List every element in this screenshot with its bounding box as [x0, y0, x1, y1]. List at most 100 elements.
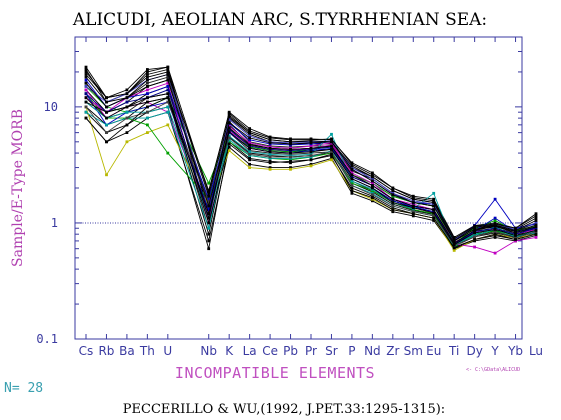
data-point — [84, 105, 88, 109]
data-point — [125, 131, 129, 134]
data-point — [411, 197, 415, 201]
data-point — [248, 129, 251, 133]
data-point — [207, 216, 211, 220]
data-point — [146, 131, 149, 134]
data-point — [105, 110, 108, 114]
data-point — [514, 226, 517, 230]
data-point — [432, 211, 436, 215]
data-point — [227, 136, 231, 140]
x-tick-label: Eu — [426, 344, 441, 358]
data-point — [350, 171, 354, 175]
data-point — [391, 194, 395, 198]
data-point — [452, 239, 456, 243]
data-point — [371, 184, 374, 187]
y-tick-label: 0.1 — [36, 332, 58, 346]
data-point — [166, 81, 170, 85]
data-point — [411, 206, 415, 210]
y-axis-label: Sample/E-Type MORB — [10, 109, 26, 267]
series-line — [85, 101, 537, 246]
data-point — [411, 196, 415, 200]
data-point — [371, 199, 374, 203]
data-point — [268, 159, 272, 163]
x-tick-label: Th — [139, 344, 155, 358]
series-line — [85, 106, 537, 249]
data-point — [84, 88, 88, 92]
data-point — [289, 138, 292, 142]
data-point — [391, 197, 395, 201]
data-point — [207, 201, 211, 204]
data-point — [411, 214, 415, 218]
x-tick-label: Dy — [466, 344, 482, 358]
data-point — [371, 181, 374, 185]
data-point — [268, 136, 272, 140]
data-point — [84, 73, 88, 76]
data-point — [84, 81, 88, 85]
data-point — [105, 140, 108, 144]
data-point — [350, 162, 354, 166]
x-tick-label: P — [348, 344, 355, 358]
data-point — [207, 189, 211, 192]
data-point — [330, 132, 333, 136]
data-point — [227, 115, 231, 119]
data-point — [146, 92, 149, 96]
data-point — [534, 223, 538, 227]
data-point — [534, 229, 538, 232]
data-point — [330, 144, 333, 148]
data-point — [391, 208, 395, 212]
x-tick-label: Yb — [507, 344, 523, 358]
data-point — [432, 219, 436, 222]
data-point — [493, 219, 497, 222]
data-point — [350, 167, 354, 171]
data-point — [207, 204, 211, 208]
data-point — [473, 231, 476, 235]
data-point — [248, 146, 251, 150]
data-point — [146, 123, 149, 127]
x-tick-label: Ba — [119, 344, 135, 358]
data-point — [309, 162, 313, 166]
data-point — [84, 65, 88, 69]
data-point — [146, 116, 149, 120]
data-point — [493, 230, 497, 234]
data-point — [534, 219, 538, 222]
data-point — [432, 204, 436, 208]
x-tick-label: La — [243, 344, 257, 358]
data-point — [473, 235, 476, 239]
data-point — [248, 131, 251, 134]
series-line — [85, 106, 537, 251]
data-point — [227, 142, 231, 146]
data-point — [432, 208, 436, 212]
data-point — [105, 116, 108, 120]
data-point — [350, 184, 354, 187]
data-point — [411, 210, 415, 214]
data-point — [391, 201, 395, 204]
data-point — [166, 92, 170, 96]
data-point — [248, 152, 251, 156]
data-point — [125, 123, 129, 127]
data-point — [84, 92, 88, 96]
data-point — [371, 194, 374, 198]
data-point — [534, 212, 538, 216]
data-file-label: <- C:\GData\ALICUD — [466, 367, 520, 373]
data-point — [411, 201, 415, 204]
data-point — [207, 239, 211, 243]
data-point — [350, 169, 354, 173]
data-point — [166, 110, 170, 114]
data-point — [371, 171, 374, 175]
data-point — [452, 246, 456, 250]
data-point — [227, 118, 231, 121]
data-point — [166, 88, 170, 92]
data-point — [248, 150, 251, 154]
data-point — [391, 210, 395, 214]
x-tick-label: Zr — [386, 344, 399, 358]
data-point — [105, 173, 108, 177]
data-point — [84, 116, 88, 120]
data-point — [146, 75, 149, 79]
data-point — [350, 164, 354, 168]
data-point — [227, 140, 231, 144]
data-point — [289, 159, 292, 163]
chart-title: ALICUDI, AEOLIAN ARC, S.TYRRHENIAN SEA: — [72, 10, 487, 30]
data-point — [493, 232, 497, 236]
data-point — [289, 142, 292, 146]
data-point — [289, 148, 292, 151]
